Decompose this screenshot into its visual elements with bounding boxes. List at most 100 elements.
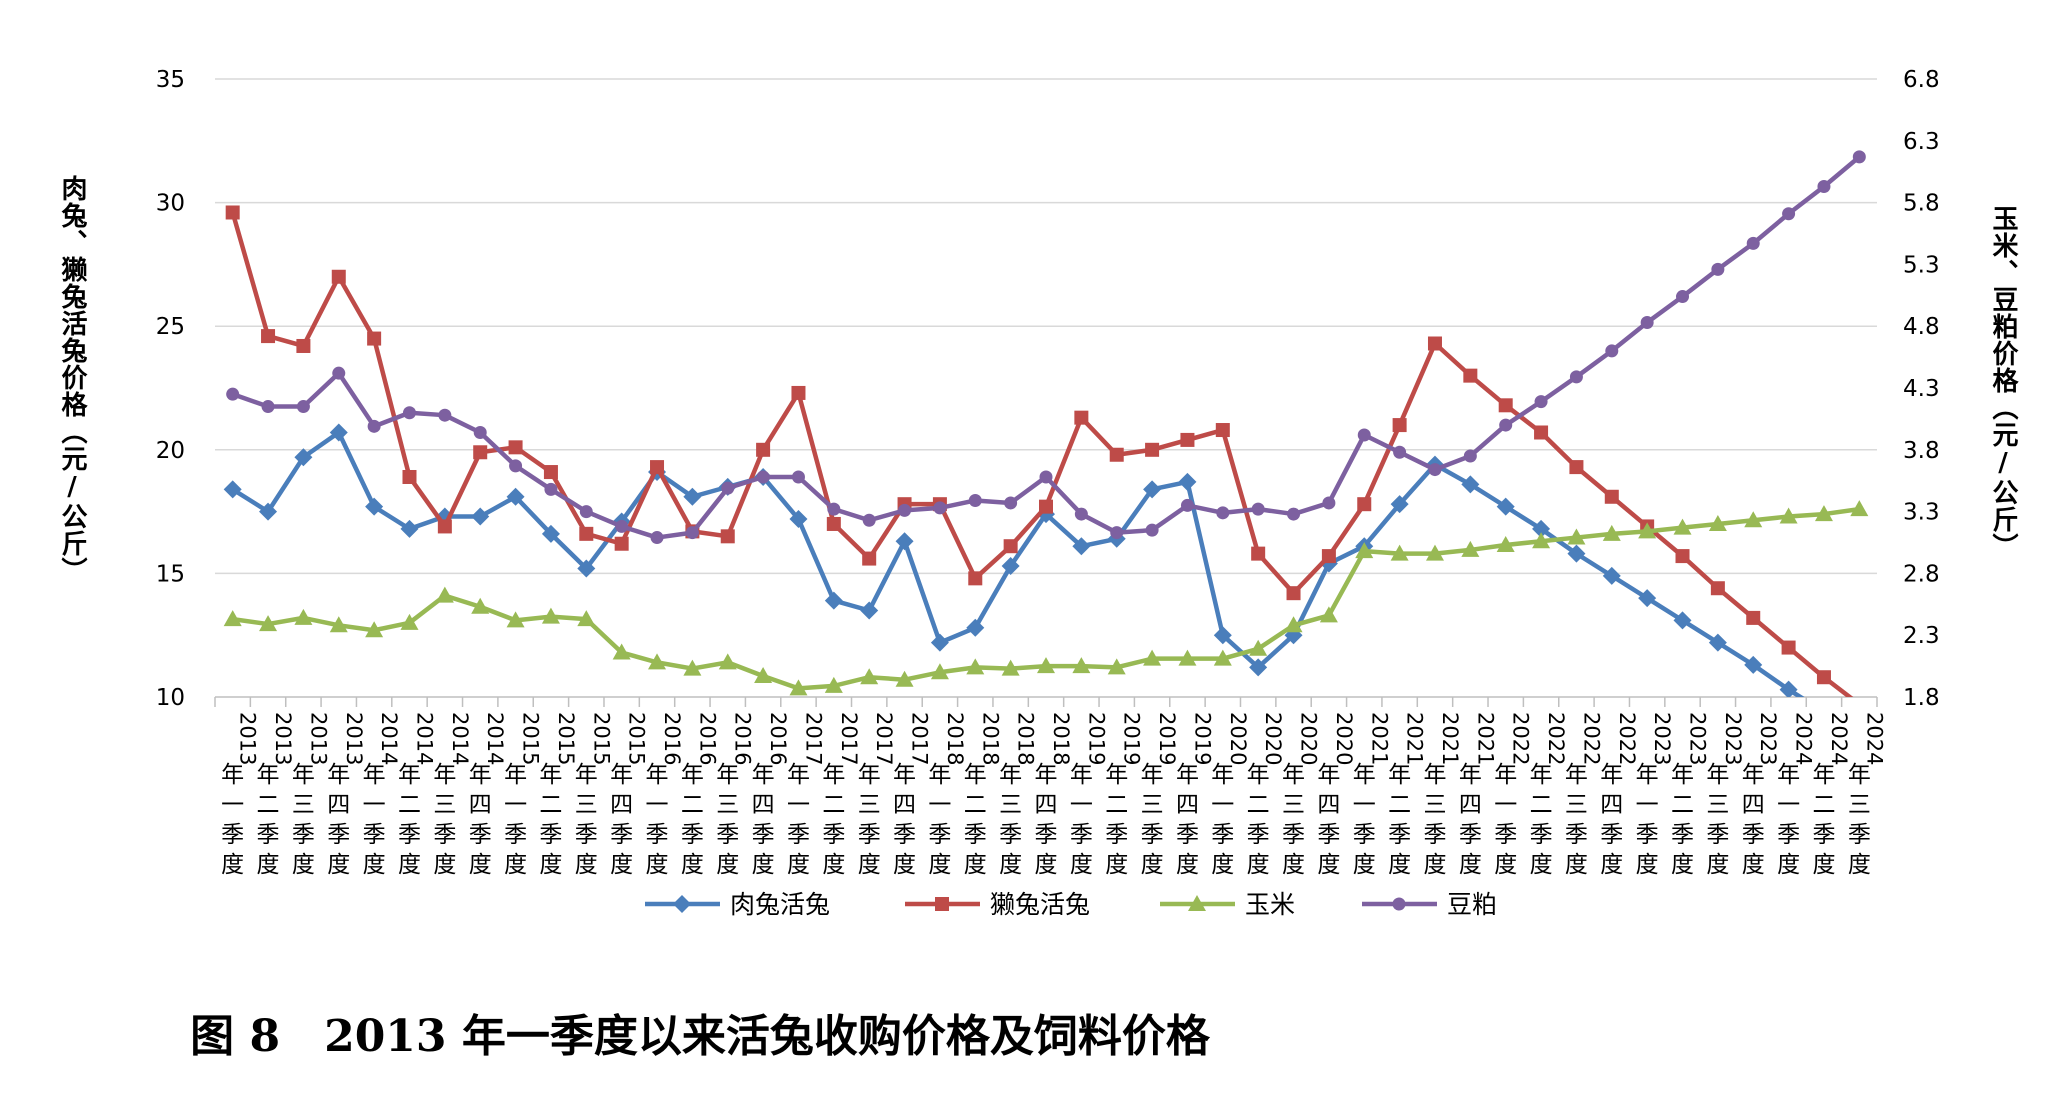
data-point bbox=[1744, 511, 1763, 528]
x-tick-year: 2019 bbox=[1120, 712, 1144, 765]
data-point bbox=[508, 440, 523, 455]
data-point bbox=[1817, 180, 1831, 194]
y-tick-left: 15 bbox=[156, 561, 185, 587]
data-point bbox=[1461, 475, 1480, 494]
legend-marker bbox=[1188, 895, 1206, 911]
x-tick-quarter: 年三季度 bbox=[575, 762, 598, 878]
data-point bbox=[1037, 505, 1055, 524]
legend-label: 獭兔活兔 bbox=[990, 890, 1090, 919]
data-point bbox=[1814, 505, 1833, 522]
data-point bbox=[1039, 470, 1053, 484]
x-tick-year: 2013 bbox=[342, 712, 366, 765]
data-point bbox=[1782, 207, 1796, 221]
data-point bbox=[824, 676, 843, 693]
legend-marker bbox=[1392, 897, 1406, 911]
data-point bbox=[1852, 697, 1866, 711]
data-point bbox=[826, 516, 841, 531]
x-tick-year: 2017 bbox=[801, 712, 825, 765]
data-point bbox=[1037, 657, 1055, 674]
x-tick-quarter: 年三季度 bbox=[1282, 762, 1305, 878]
data-point bbox=[261, 329, 276, 344]
x-tick-quarter: 年一季度 bbox=[1070, 762, 1093, 878]
y-tick-right: 4.8 bbox=[1903, 314, 1940, 340]
data-point bbox=[1428, 463, 1442, 477]
data-point bbox=[754, 666, 773, 683]
data-point bbox=[577, 610, 596, 627]
data-point bbox=[968, 571, 983, 586]
data-point bbox=[1216, 506, 1230, 520]
data-point bbox=[789, 679, 808, 696]
gridlines bbox=[215, 78, 1877, 575]
x-tick-year: 2020 bbox=[1332, 712, 1356, 765]
data-point bbox=[1640, 315, 1654, 329]
data-point bbox=[1567, 528, 1586, 545]
x-tick-labels: 2013年一季度2013年二季度2013年三季度2013年四季度2014年一季度… bbox=[221, 712, 1886, 878]
data-point bbox=[683, 487, 702, 506]
data-point bbox=[1390, 544, 1409, 561]
data-point bbox=[1287, 507, 1301, 521]
y-tick-right: 2.3 bbox=[1903, 623, 1940, 649]
x-tick-year: 2023 bbox=[1650, 712, 1674, 765]
data-point bbox=[329, 423, 348, 442]
data-point bbox=[1532, 519, 1551, 538]
data-point bbox=[1676, 290, 1690, 304]
data-point bbox=[1602, 566, 1621, 585]
data-point bbox=[294, 448, 313, 467]
y-tick-right: 3.8 bbox=[1903, 438, 1940, 464]
data-point bbox=[756, 470, 770, 484]
data-point bbox=[1427, 336, 1442, 351]
data-point bbox=[506, 487, 525, 506]
data-point bbox=[1638, 522, 1657, 539]
x-tick-quarter: 年四季度 bbox=[610, 762, 633, 878]
y-tick-left: 30 bbox=[156, 191, 185, 217]
data-point bbox=[473, 425, 487, 439]
data-point bbox=[332, 366, 346, 380]
data-point bbox=[862, 513, 876, 527]
data-point bbox=[1003, 539, 1018, 554]
y-tick-right: 5.8 bbox=[1903, 191, 1940, 217]
x-tick-quarter: 年二季度 bbox=[539, 762, 562, 878]
x-tick-year: 2020 bbox=[1226, 712, 1250, 765]
data-point bbox=[898, 503, 912, 517]
x-tick-year: 2015 bbox=[589, 712, 613, 765]
x-tick-quarter: 年三季度 bbox=[858, 762, 881, 878]
x-tick-quarter: 年三季度 bbox=[1848, 762, 1871, 878]
data-point bbox=[1852, 150, 1866, 164]
legend-item: 獭兔活兔 bbox=[905, 890, 1090, 919]
x-tick-year: 2015 bbox=[554, 712, 578, 765]
data-point bbox=[1816, 670, 1831, 685]
data-point bbox=[1249, 658, 1268, 677]
x-tick-year: 2021 bbox=[1438, 712, 1462, 765]
data-point bbox=[685, 526, 699, 540]
data-point bbox=[1499, 418, 1513, 432]
x-tick-quarter: 年三季度 bbox=[1423, 762, 1446, 878]
data-point bbox=[367, 419, 381, 433]
legend-item: 豆粕 bbox=[1362, 890, 1497, 919]
data-point bbox=[1779, 680, 1798, 697]
x-tick-quarter: 年四季度 bbox=[1317, 762, 1340, 878]
x-tick-year: 2021 bbox=[1473, 712, 1497, 765]
data-point bbox=[435, 586, 454, 603]
data-point bbox=[1638, 589, 1657, 608]
series-0 bbox=[223, 423, 1805, 697]
data-point bbox=[1534, 395, 1548, 409]
